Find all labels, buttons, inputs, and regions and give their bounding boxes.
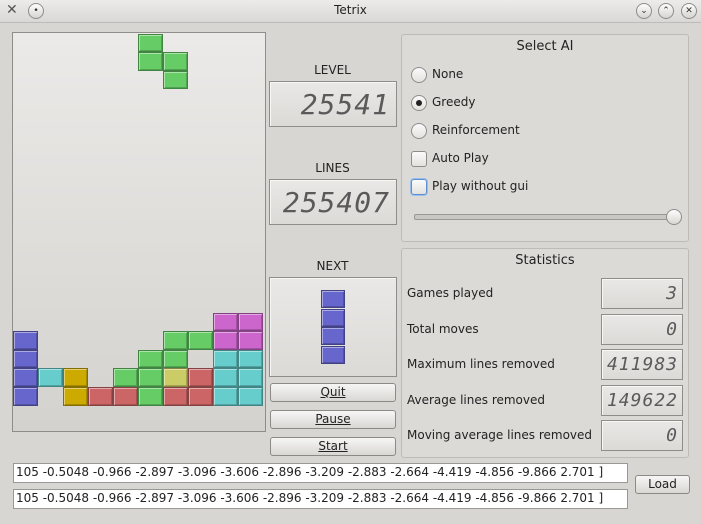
board-block xyxy=(138,52,163,71)
stat-label: Total moves xyxy=(407,321,479,336)
auto-play-label: Auto Play xyxy=(432,151,489,165)
stat-label: Average lines removed xyxy=(407,392,545,407)
stat-value-display: 3 xyxy=(601,278,683,309)
board-block xyxy=(13,349,38,369)
board-block xyxy=(238,349,263,369)
minimize-icon[interactable]: ⌄ xyxy=(636,3,652,19)
next-piece-block xyxy=(321,345,345,364)
board-block xyxy=(163,368,188,387)
stat-value-display: 411983 xyxy=(601,349,683,380)
level-value: 25541 xyxy=(300,87,390,121)
auto-play-checkbox[interactable] xyxy=(411,151,427,167)
next-piece-block xyxy=(321,327,345,345)
stat-value: 3 xyxy=(666,283,678,304)
stat-label: Maximum lines removed xyxy=(407,357,555,371)
play-without-gui-label: Play without gui xyxy=(432,179,529,193)
board-block xyxy=(138,368,163,387)
start-button[interactable]: Start xyxy=(270,437,396,456)
board-block xyxy=(238,368,263,387)
board-block xyxy=(188,368,213,387)
weights-field-2[interactable]: 105 -0.5048 -0.966 -2.897 -3.096 -3.606 … xyxy=(13,489,628,509)
pause-label: Pause xyxy=(315,412,351,426)
board-block xyxy=(13,368,38,387)
stat-value: 0 xyxy=(666,318,678,340)
stat-value: 149622 xyxy=(606,389,678,411)
stat-value: 411983 xyxy=(606,354,678,375)
board-block xyxy=(213,331,238,350)
lines-value: 255407 xyxy=(282,185,390,219)
select-ai-title: Select AI xyxy=(516,39,574,54)
lines-label: LINES xyxy=(315,161,350,175)
board-block xyxy=(238,312,263,332)
maximize-icon[interactable]: ⌃ xyxy=(658,3,674,19)
board-block xyxy=(163,70,188,90)
next-piece-block xyxy=(321,308,345,327)
pause-button[interactable]: Pause xyxy=(270,410,396,429)
board-block xyxy=(163,331,188,350)
board-block xyxy=(138,349,163,369)
board-block xyxy=(138,387,163,406)
close-icon[interactable]: ✕ xyxy=(681,3,697,19)
board-block xyxy=(113,368,138,387)
stat-label: Moving average lines removed xyxy=(407,428,593,442)
game-board[interactable] xyxy=(12,32,266,432)
next-piece-block xyxy=(321,290,345,308)
board-block xyxy=(38,368,63,387)
title-bar: ✕ • Tetrix ⌄ ⌃ ✕ xyxy=(0,0,701,23)
radio-greedy-label: Greedy xyxy=(432,95,476,109)
next-piece-display xyxy=(269,277,397,377)
board-block xyxy=(213,312,238,332)
board-block xyxy=(213,387,238,406)
radio-none-label: None xyxy=(432,67,464,81)
select-ai-group: Select AI None Greedy Reinforcement Auto… xyxy=(401,34,689,242)
board-block xyxy=(13,331,38,350)
stat-value-display: 0 xyxy=(601,313,683,345)
statistics-group: Statistics Games played 3 Total moves 0 Maxi… xyxy=(401,248,689,458)
level-display: 25541 xyxy=(269,81,397,127)
window-title: Tetrix xyxy=(334,3,367,17)
play-without-gui-checkbox[interactable] xyxy=(411,179,427,195)
board-block xyxy=(63,368,88,387)
board-block xyxy=(163,52,188,71)
stat-label: Games played xyxy=(407,286,494,300)
quit-label: Quit xyxy=(320,385,346,399)
board-block xyxy=(88,387,113,406)
board-block xyxy=(188,387,213,406)
radio-reinforcement-label: Reinforcement xyxy=(432,123,520,137)
speed-slider-track[interactable] xyxy=(414,214,676,220)
radio-reinforcement[interactable] xyxy=(411,123,427,139)
board-block xyxy=(213,349,238,369)
lines-display: 255407 xyxy=(269,179,397,225)
window-menu-button[interactable]: • xyxy=(28,3,44,19)
board-block xyxy=(238,387,263,406)
load-label: Load xyxy=(648,477,677,491)
board-block xyxy=(138,33,163,53)
weights-field-1[interactable]: 105 -0.5048 -0.966 -2.897 -3.096 -3.606 … xyxy=(13,463,628,483)
quit-button[interactable]: Quit xyxy=(270,383,396,402)
board-block xyxy=(163,349,188,369)
stat-value-display: 0 xyxy=(601,420,683,451)
board-block xyxy=(213,368,238,387)
board-block xyxy=(163,387,188,406)
radio-none[interactable] xyxy=(411,67,427,83)
board-block xyxy=(188,331,213,350)
board-block xyxy=(13,387,38,406)
level-label: LEVEL xyxy=(314,63,351,77)
statistics-title: Statistics xyxy=(515,253,575,268)
board-block xyxy=(63,387,88,406)
speed-slider-handle[interactable] xyxy=(666,209,682,225)
board-block xyxy=(238,331,263,350)
start-label: Start xyxy=(318,439,348,453)
stat-value-display: 149622 xyxy=(601,384,683,416)
stat-value: 0 xyxy=(666,425,678,446)
board-block xyxy=(113,387,138,406)
radio-greedy[interactable] xyxy=(411,95,427,111)
app-icon: ✕ xyxy=(6,2,18,18)
next-label: NEXT xyxy=(316,259,349,273)
load-button[interactable]: Load xyxy=(635,475,690,494)
